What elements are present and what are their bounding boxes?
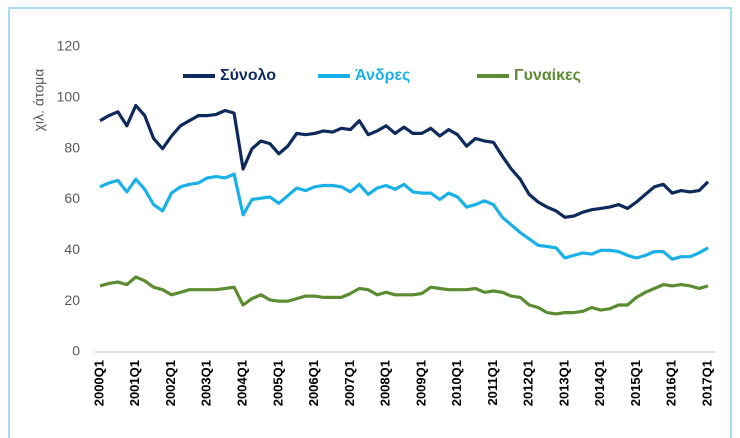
x-tick-label: 2015Q1: [628, 360, 643, 406]
x-tick-label: 2003Q1: [199, 360, 214, 406]
legend-label: Άνδρες: [355, 67, 410, 84]
x-tick-label: 2007Q1: [342, 360, 357, 406]
series-line: [99, 275, 709, 316]
frame: [8, 7, 732, 438]
x-tick-label: 2012Q1: [521, 360, 536, 406]
y-tick-label: 40: [64, 241, 80, 257]
x-tick-label: 2014Q1: [592, 360, 607, 406]
y-tick-label: 0: [72, 343, 80, 359]
series-line: [99, 172, 709, 261]
x-tick-label: 2016Q1: [664, 360, 679, 406]
x-tick-label: 2006Q1: [306, 360, 321, 406]
x-tick-label: 2009Q1: [413, 360, 428, 406]
x-tick-label: 2000Q1: [91, 360, 106, 406]
x-tick-label: 2001Q1: [127, 360, 142, 406]
y-tick-label: 60: [64, 190, 80, 206]
y-tick-label: 100: [57, 89, 81, 105]
x-tick-label: 2004Q1: [234, 360, 249, 406]
x-tick-label: 2008Q1: [378, 360, 393, 406]
x-tick-label: 2011Q1: [485, 360, 500, 406]
y-tick-label: 80: [64, 139, 80, 155]
x-tick-label: 2017Q1: [699, 360, 714, 406]
x-tick-label: 2010Q1: [449, 360, 464, 406]
x-tick-label: 2005Q1: [270, 360, 285, 406]
series-line: [99, 103, 710, 219]
y-axis-label: χιλ. άτομα: [31, 69, 47, 132]
x-tick-label: 2002Q1: [163, 360, 178, 406]
legend-label: Γυναίκες: [514, 67, 581, 84]
x-tick-label: 2013Q1: [556, 360, 571, 406]
y-tick-label: 20: [64, 292, 80, 308]
y-tick-label: 120: [57, 38, 81, 54]
legend-label: Σύνολο: [220, 67, 276, 84]
